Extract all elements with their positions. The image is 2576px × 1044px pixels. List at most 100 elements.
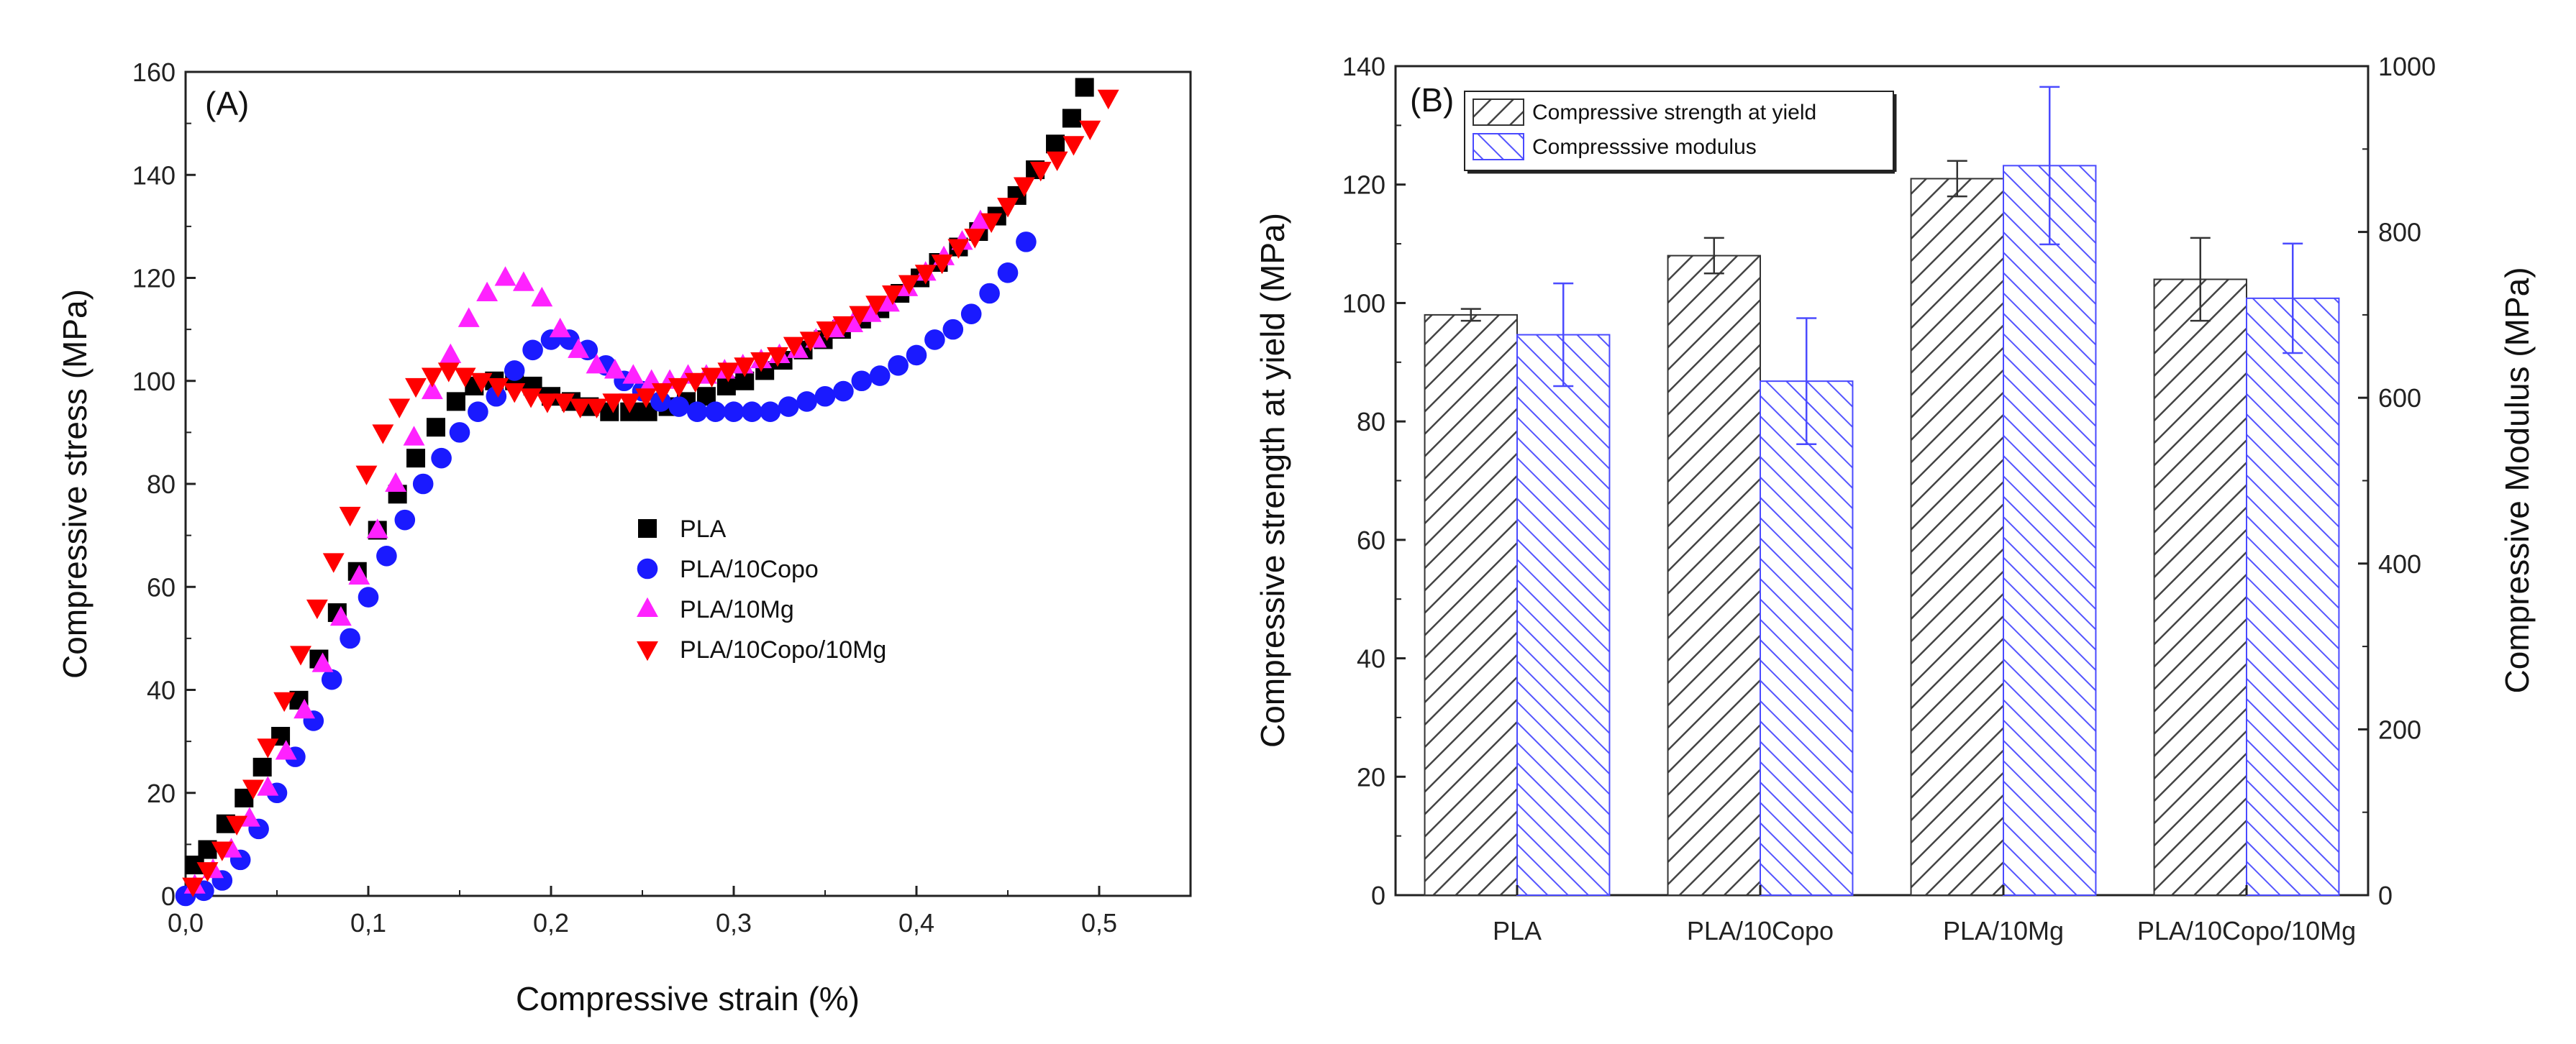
data-point: [385, 472, 407, 493]
data-point: [882, 285, 904, 306]
category-label: PLA/10Copo: [1687, 916, 1834, 945]
data-point: [602, 393, 624, 413]
data-point: [182, 877, 204, 897]
legend-swatch: [1473, 133, 1524, 160]
series-pla-10copo-10mg: [182, 89, 1119, 897]
bar-strength: [1910, 178, 2005, 896]
y-tick-label: 20: [147, 779, 176, 808]
data-point: [604, 359, 626, 379]
data-point: [242, 779, 264, 800]
data-point: [1075, 78, 1094, 97]
panel-b-bar: 0 20 40 60 80 100 120 140 0 200 400 600 800 1000 PLA…: [1254, 52, 2536, 945]
data-point: [898, 275, 920, 295]
data-point: [504, 383, 526, 403]
panel-b-label: (B): [1410, 81, 1454, 119]
data-point: [622, 364, 645, 384]
legend-marker: [637, 558, 658, 580]
y2-tick-label: 800: [2378, 218, 2421, 247]
y2-tick-label: 400: [2378, 549, 2421, 579]
panel-b-bars: [1424, 86, 2340, 897]
data-point: [321, 669, 342, 690]
data-point: [997, 198, 1019, 218]
series-pla-10copo: [175, 232, 1037, 907]
y-tick-label: 100: [1342, 288, 1385, 318]
y-tick-label: 20: [1357, 762, 1385, 792]
y-tick-label: 40: [147, 676, 176, 705]
data-point: [470, 372, 493, 393]
data-point: [865, 296, 888, 316]
y-tick-label: 160: [132, 58, 176, 87]
data-point: [723, 401, 745, 423]
category-label: PLA/10Copo/10Mg: [2137, 916, 2356, 945]
data-point: [979, 283, 1000, 304]
data-point: [860, 302, 882, 322]
y-tick-label: 0: [1371, 881, 1385, 910]
data-point: [394, 509, 416, 531]
data-point: [717, 362, 739, 383]
legend-box: [1464, 91, 1894, 171]
data-point: [947, 239, 970, 259]
legend-label: Compressive strength at yield: [1532, 101, 1816, 124]
data-point: [1016, 232, 1037, 252]
data-point: [293, 698, 316, 719]
x-tick-label: 0,0: [168, 908, 204, 938]
legend-marker: [638, 519, 657, 538]
data-point: [878, 292, 900, 312]
data-point: [796, 391, 817, 412]
data-point: [783, 336, 805, 357]
data-point: [366, 518, 388, 539]
data-point: [421, 379, 443, 400]
data-point: [412, 473, 434, 495]
legend-label: PLA/10Mg: [680, 596, 794, 623]
x-tick-label: 0,1: [350, 908, 386, 938]
panel-a-y-ticks: 0 20 40 60 80 100 120 140 160: [132, 58, 196, 911]
x-tick-label: 0,5: [1081, 908, 1117, 938]
panel-a-points: [175, 78, 1119, 907]
data-point: [454, 367, 476, 388]
data-point: [816, 321, 838, 342]
panel-a-label: (A): [205, 85, 249, 122]
legend-marker: [637, 597, 658, 618]
data-point: [226, 815, 248, 835]
data-point: [767, 347, 788, 367]
data-point: [340, 628, 360, 649]
y-tick-label: 120: [1342, 170, 1385, 200]
data-point: [1097, 89, 1119, 110]
y2-tick-label: 1000: [2378, 52, 2436, 81]
data-point: [494, 266, 516, 286]
data-point: [851, 370, 873, 392]
data-point: [686, 401, 708, 423]
y-tick-label: 140: [132, 160, 176, 190]
panel-b-left-y-ticks: 0 20 40 60 80 100 120 140: [1342, 52, 1406, 910]
bar-strength: [2153, 278, 2248, 896]
data-point: [849, 306, 871, 326]
data-point: [814, 385, 836, 407]
data-point: [586, 354, 608, 374]
data-point: [997, 262, 1019, 283]
bar-strength: [1667, 255, 1762, 896]
data-point: [799, 331, 822, 352]
data-point: [388, 398, 411, 418]
data-point: [252, 757, 272, 777]
series-pla-10mg: [183, 209, 991, 894]
data-point: [348, 564, 370, 585]
data-point: [468, 401, 488, 423]
x-tick-label: 0,3: [716, 908, 752, 938]
data-point: [969, 209, 991, 229]
data-point: [869, 365, 891, 386]
data-point: [931, 254, 953, 275]
legend-swatch: [1473, 99, 1524, 126]
data-point: [421, 367, 443, 388]
data-point: [668, 377, 690, 398]
data-point: [716, 376, 736, 395]
category-label: PLA: [1493, 916, 1542, 945]
data-point: [403, 426, 425, 446]
y-tick-label: 60: [147, 572, 176, 602]
panel-a-plot-frame: [184, 70, 1192, 897]
data-point: [568, 338, 590, 358]
data-point: [1046, 134, 1065, 154]
series-pla: [185, 78, 1094, 875]
data-point: [742, 401, 763, 423]
data-point: [531, 286, 553, 307]
